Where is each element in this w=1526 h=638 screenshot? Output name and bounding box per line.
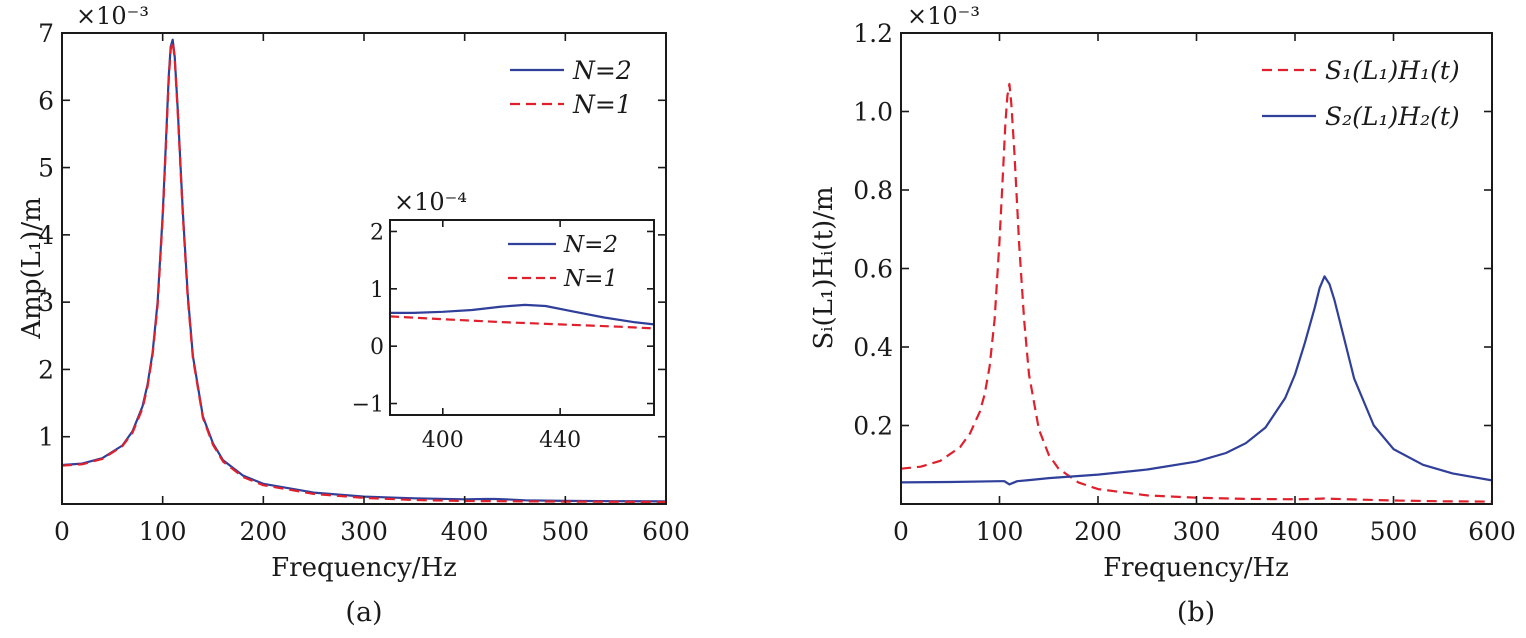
panel-b-response-chart: 0 100 200 300 400 500 600 0.2 0.4 0.6 0.8 1.0 1.2 ×… [809,2,1516,628]
panel-b-x-tick-label: 300 [1173,517,1221,546]
panel-a-legend: N=2 N=1 [510,56,632,119]
panel-b-x-tick-label: 100 [976,517,1024,546]
panel-b-x-ticks: 0 100 200 300 400 500 600 [893,33,1516,546]
panel-b-x-tick-label: 600 [1468,517,1516,546]
panel-a-y-tick-label: 6 [38,86,54,115]
panel-b-y-tick-label: 0.8 [853,176,893,205]
panel-a-inset-x-tick-label: 400 [422,428,464,453]
panel-b-y-ticks: 0.2 0.4 0.6 0.8 1.0 1.2 [853,19,1492,441]
panel-a-amplitude-chart: 0 100 200 300 400 500 600 1 2 3 4 5 6 7 ×10⁻³ Freque… [17,2,690,628]
panel-a-inset-legend-label-n1: N=1 [563,266,618,292]
panel-a-y-multiplier: ×10⁻³ [76,2,149,30]
panel-b-x-tick-label: 500 [1370,517,1418,546]
panel-a-inset-legend: N=2 N=1 [508,232,618,292]
panel-a-x-tick-label: 200 [239,517,287,546]
panel-a-y-tick-label: 5 [38,154,54,183]
panel-a-inset-y-tick-label: −1 [352,393,384,418]
panel-b-x-tick-label: 200 [1074,517,1122,546]
panel-a-legend-label-n1: N=1 [572,90,632,119]
panel-a-x-tick-label: 500 [541,517,589,546]
panel-a-legend-label-n2: N=2 [572,56,632,85]
panel-a-inset-y-tick-label: 0 [370,335,384,360]
panel-b-y-multiplier: ×10⁻³ [907,2,980,30]
panel-a-x-axis-label: Frequency/Hz [271,553,457,583]
panel-a-y-tick-label: 7 [38,19,54,48]
panel-a-y-axis-label: Amp(L₁)/m [17,197,47,339]
panel-b-legend: S₁(L₁)H₁(t) S₂(L₁)H₂(t) [1262,56,1460,131]
panel-b-x-tick-label: 0 [893,517,909,546]
panel-a-x-tick-label: 300 [340,517,388,546]
panel-a-x-ticks: 0 100 200 300 400 500 600 [54,33,690,546]
panel-b-y-axis-label: Sᵢ(L₁)Hᵢ(t)/m [809,186,839,349]
panel-b-series-line-1 [901,82,1492,503]
panel-a-inset-x-ticks: 400 440 [422,220,581,453]
panel-a-inset-series-line-1 [390,303,654,326]
panel-a-x-tick-label: 0 [54,517,70,546]
panel-a-series-line-2 [62,40,666,504]
panel-a-y-tick-label: 3 [38,288,54,317]
panel-b-y-tick-label: 0.2 [853,412,893,441]
panel-a-inset-y-tick-label: 1 [370,278,384,303]
panel-a-inset: 400 440 −1 0 1 2 ×10⁻⁴ N=2 N=1 [352,188,655,453]
panel-b-caption: (b) [1177,597,1215,628]
panel-a-series [62,38,666,504]
panel-a-y-tick-label: 4 [38,221,54,250]
panel-b-x-axis-label: Frequency/Hz [1103,553,1289,583]
panel-a-inset-series-line-2 [390,315,654,330]
panel-b-y-tick-label: 0.6 [853,255,893,284]
panel-b-x-tick-label: 400 [1271,517,1319,546]
panel-a-y-tick-label: 2 [38,355,54,384]
panel-b-y-tick-label: 1.0 [853,98,893,127]
panel-a-x-tick-label: 600 [642,517,690,546]
panel-a-inset-frame [389,219,655,416]
panel-b-y-tick-label: 0.4 [853,333,893,362]
panel-a-caption: (a) [345,597,382,628]
panel-a-y-ticks: 1 2 3 4 5 6 7 [38,19,666,452]
panel-a-x-tick-label: 400 [441,517,489,546]
panel-a-inset-series [390,303,654,330]
panel-b-y-tick-label: 1.2 [853,19,893,48]
panel-a-inset-x-tick-label: 440 [539,428,581,453]
panel-a-inset-y-tick-label: 2 [370,220,384,245]
panel-a-series-line-1 [62,38,666,503]
panel-a-inset-y-multiplier: ×10⁻⁴ [394,188,467,216]
panel-b-series-line-2 [901,275,1492,486]
panel-a-x-tick-label: 100 [139,517,187,546]
panel-a-inset-legend-label-n2: N=2 [563,232,618,258]
panel-b-legend-label-s1h1: S₁(L₁)H₁(t) [1325,56,1460,85]
panel-a-y-tick-label: 1 [38,423,54,452]
panel-b-series [901,82,1492,503]
panel-a-inset-y-ticks: −1 0 1 2 [352,220,654,418]
panel-b-legend-label-s2h2: S₂(L₁)H₂(t) [1325,102,1460,131]
